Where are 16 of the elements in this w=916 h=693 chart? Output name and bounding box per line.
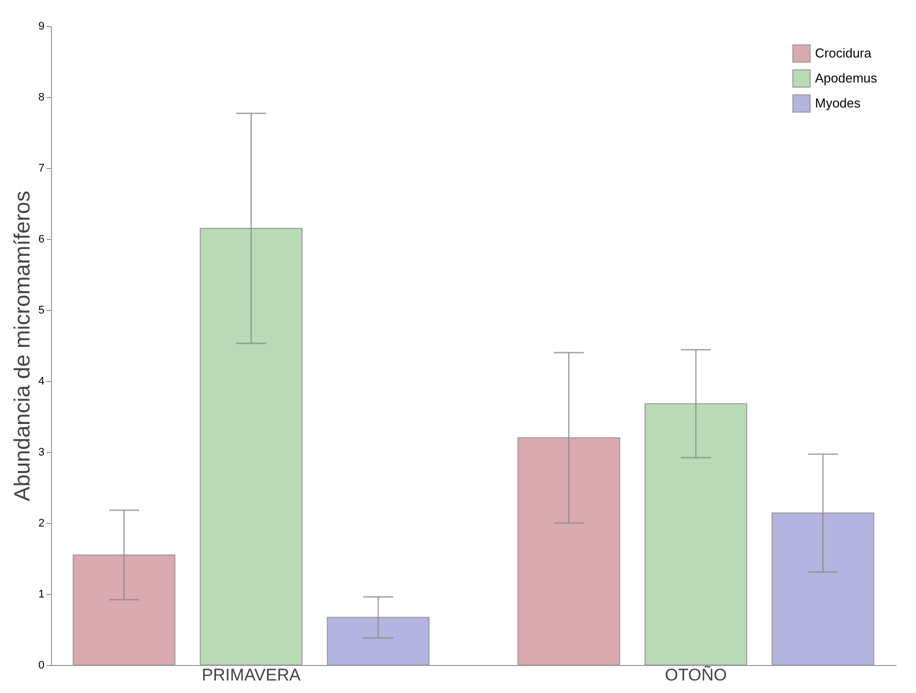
x-tick-label: PRIMAVERA <box>202 666 302 684</box>
legend-label: Myodes <box>815 96 862 110</box>
y-tick-label: 2 <box>38 518 44 530</box>
y-tick-label: 4 <box>38 376 44 388</box>
y-tick-label: 6 <box>38 234 44 246</box>
legend-label: Crocidura <box>815 46 872 60</box>
y-tick-label: 8 <box>38 92 44 104</box>
x-tick-label: OTOÑO <box>664 666 727 684</box>
y-tick-label: 9 <box>38 20 44 32</box>
y-tick-label: 0 <box>38 660 44 672</box>
y-tick-label: 5 <box>38 304 44 316</box>
legend-label: Apodemus <box>815 70 878 86</box>
y-tick-label: 3 <box>38 446 44 458</box>
y-tick-label: 7 <box>38 162 44 174</box>
y-axis-title: Abundancia de micromamíferos <box>9 190 34 502</box>
y-tick-label: 1 <box>38 588 44 600</box>
